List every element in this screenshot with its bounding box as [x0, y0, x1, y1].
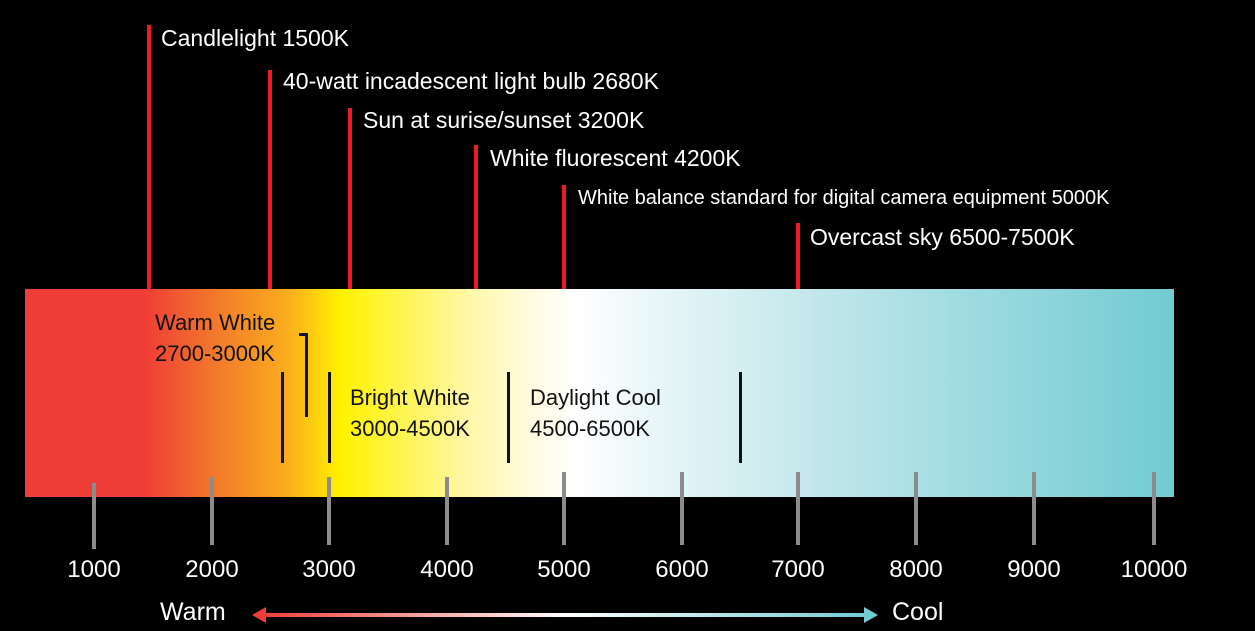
range-daylight-cool: Daylight Cool 4500-6500K [530, 382, 661, 444]
axis-tick-7000 [796, 472, 800, 545]
axis-tick-label: 5000 [537, 556, 591, 583]
range-name: Bright White [350, 385, 470, 410]
divider-6500 [739, 372, 742, 463]
axis-tick-label: 9000 [1007, 556, 1061, 583]
warm-label: Warm [160, 598, 226, 626]
axis-tick-1000 [92, 483, 96, 549]
range-warm-white: Warm White 2700-3000K [155, 307, 275, 369]
marker-line-sunrise [348, 108, 352, 289]
cool-label: Cool [892, 598, 944, 626]
range-name: Warm White [155, 310, 276, 335]
marker-label-sunrise: Sun at surise/sunset 3200K [363, 107, 645, 133]
marker-label-fluorescent: White fluorescent 4200K [490, 145, 741, 171]
range-name: Daylight Cool [530, 385, 661, 410]
marker-label-candlelight: Candlelight 1500K [161, 25, 349, 51]
range-bright-white: Bright White 3000-4500K [350, 382, 470, 444]
axis-tick-10000 [1152, 472, 1156, 545]
marker-line-incandescent [268, 70, 272, 289]
axis-tick-5000 [562, 472, 566, 545]
axis-tick-label: 10000 [1120, 556, 1188, 583]
axis-tick-label: 1000 [67, 556, 121, 583]
axis-tick-label: 6000 [655, 556, 709, 583]
marker-label-overcast: Overcast sky 6500-7500K [810, 224, 1075, 250]
divider-3000 [328, 372, 331, 463]
divider-2700 [281, 372, 284, 463]
axis-tick-3000 [327, 477, 331, 545]
axis-tick-9000 [1032, 472, 1036, 545]
axis-tick-2000 [210, 477, 214, 545]
axis-tick-8000 [914, 472, 918, 545]
axis-tick-label: 3000 [302, 556, 356, 583]
axis-tick-6000 [680, 472, 684, 545]
axis-tick-label: 2000 [185, 556, 239, 583]
color-temperature-gradient-bar [25, 289, 1174, 497]
divider-warm-white-bracket-cap [299, 333, 308, 336]
range-value: 3000-4500K [350, 416, 470, 441]
divider-warm-white-bracket [305, 333, 308, 417]
axis-tick-label: 4000 [420, 556, 474, 583]
axis-tick-label: 8000 [889, 556, 943, 583]
marker-line-overcast [796, 223, 800, 289]
marker-label-white-balance: White balance standard for digital camer… [578, 187, 1110, 209]
marker-line-fluorescent [474, 145, 478, 289]
axis-tick-label: 7000 [771, 556, 825, 583]
axis-tick-4000 [445, 477, 449, 545]
range-value: 4500-6500K [530, 416, 650, 441]
marker-line-candlelight [147, 25, 151, 289]
range-value: 2700-3000K [155, 341, 275, 366]
marker-line-white-balance [562, 185, 566, 289]
marker-label-incandescent: 40-watt incadescent light bulb 2680K [283, 68, 659, 94]
warm-cool-arrow-icon [252, 607, 878, 623]
divider-4500 [507, 372, 510, 463]
